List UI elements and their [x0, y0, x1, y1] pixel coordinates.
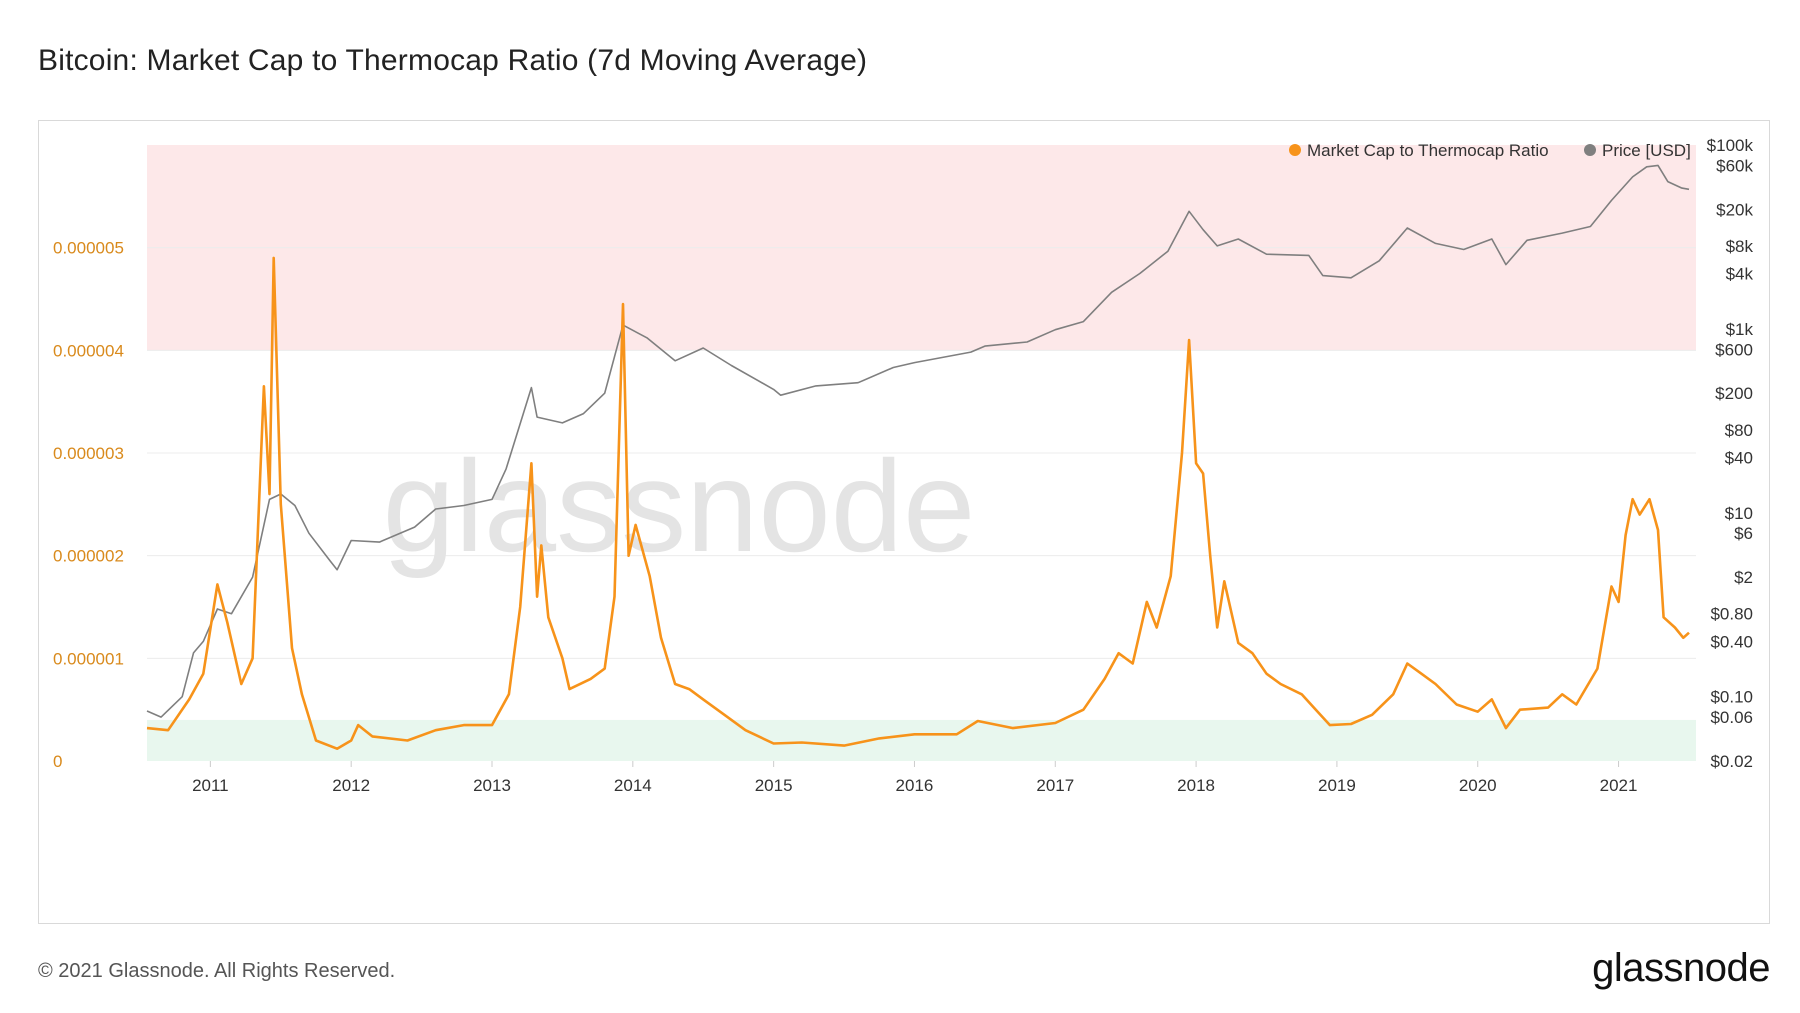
right-tick-label: $0.06: [1710, 708, 1753, 727]
right-tick-label: $6: [1734, 524, 1753, 543]
x-tick-label: 2012: [332, 776, 370, 795]
right-tick-label: $1k: [1726, 320, 1754, 339]
right-tick-label: $0.10: [1710, 688, 1753, 707]
left-tick-label: 0.000003: [53, 444, 124, 463]
legend-label-price: Price [USD]: [1602, 141, 1691, 160]
footer-copyright: © 2021 Glassnode. All Rights Reserved.: [38, 960, 396, 982]
legend-marker-ratio: [1289, 144, 1301, 156]
gridlines: [147, 247, 1696, 659]
x-tick-label: 2017: [1036, 776, 1074, 795]
legend-marker-price: [1584, 144, 1596, 156]
right-tick-label: $4k: [1726, 265, 1754, 284]
right-tick-label: $20k: [1716, 200, 1753, 219]
chart-svg: glassnode 0 0.000001 0.000002 0.000003 0.000…: [53, 136, 1754, 795]
right-tick-label: $40: [1725, 448, 1753, 467]
lower-zone-band: [147, 719, 1696, 761]
left-tick-label: 0.000002: [53, 547, 124, 566]
watermark: glassnode: [383, 433, 976, 579]
right-tick-label: $0.80: [1710, 605, 1753, 624]
left-axis: 0 0.000001 0.000002 0.000003 0.000004 0.00000…: [53, 239, 124, 771]
x-tick-label: 2019: [1318, 776, 1356, 795]
right-tick-label: $2: [1734, 568, 1753, 587]
x-tick-label: 2011: [192, 776, 229, 795]
chart-frame: glassnode 0 0.000001 0.000002 0.000003 0.000…: [38, 120, 1770, 924]
left-tick-label: 0.000001: [53, 649, 124, 668]
x-tick-label: 2018: [1177, 776, 1215, 795]
price-series-line: [146, 164, 1690, 718]
x-tick-label: 2013: [473, 776, 511, 795]
legend: Market Cap to Thermocap Ratio Price [USD…: [1289, 141, 1691, 160]
x-tick-label: 2014: [614, 776, 652, 795]
ratio-series-line: [146, 256, 1690, 750]
right-axis: $100k$60k$20k$8k$4k$1k$600$200$80$40$10$…: [1707, 136, 1754, 771]
legend-item-ratio[interactable]: Market Cap to Thermocap Ratio: [1289, 141, 1549, 160]
x-tick-label: 2020: [1459, 776, 1497, 795]
right-tick-label: $80: [1725, 421, 1753, 440]
right-tick-label: $100k: [1707, 136, 1754, 155]
right-tick-label: $8k: [1726, 237, 1754, 256]
x-axis: 2011 2012 2013 2014 2015 2016 2017 2018 2019 2020…: [192, 761, 1637, 795]
right-tick-label: $0.02: [1710, 752, 1753, 771]
glassnode-logo[interactable]: glassnode: [1592, 946, 1770, 990]
left-tick-label: 0.000005: [53, 239, 124, 258]
right-tick-label: $0.40: [1710, 632, 1753, 651]
x-tick-label: 2016: [896, 776, 934, 795]
right-tick-label: $600: [1715, 340, 1753, 359]
x-tick-label: 2021: [1600, 776, 1638, 795]
legend-item-price[interactable]: Price [USD]: [1584, 141, 1691, 160]
x-tick-label: 2015: [755, 776, 793, 795]
right-tick-label: $60k: [1716, 156, 1753, 175]
chart-title: Bitcoin: Market Cap to Thermocap Ratio (…: [38, 44, 868, 77]
right-tick-label: $10: [1725, 504, 1753, 523]
right-tick-label: $200: [1715, 384, 1753, 403]
left-tick-label: 0: [53, 752, 62, 771]
left-tick-label: 0.000004: [53, 341, 124, 360]
legend-label-ratio: Market Cap to Thermocap Ratio: [1307, 141, 1549, 160]
